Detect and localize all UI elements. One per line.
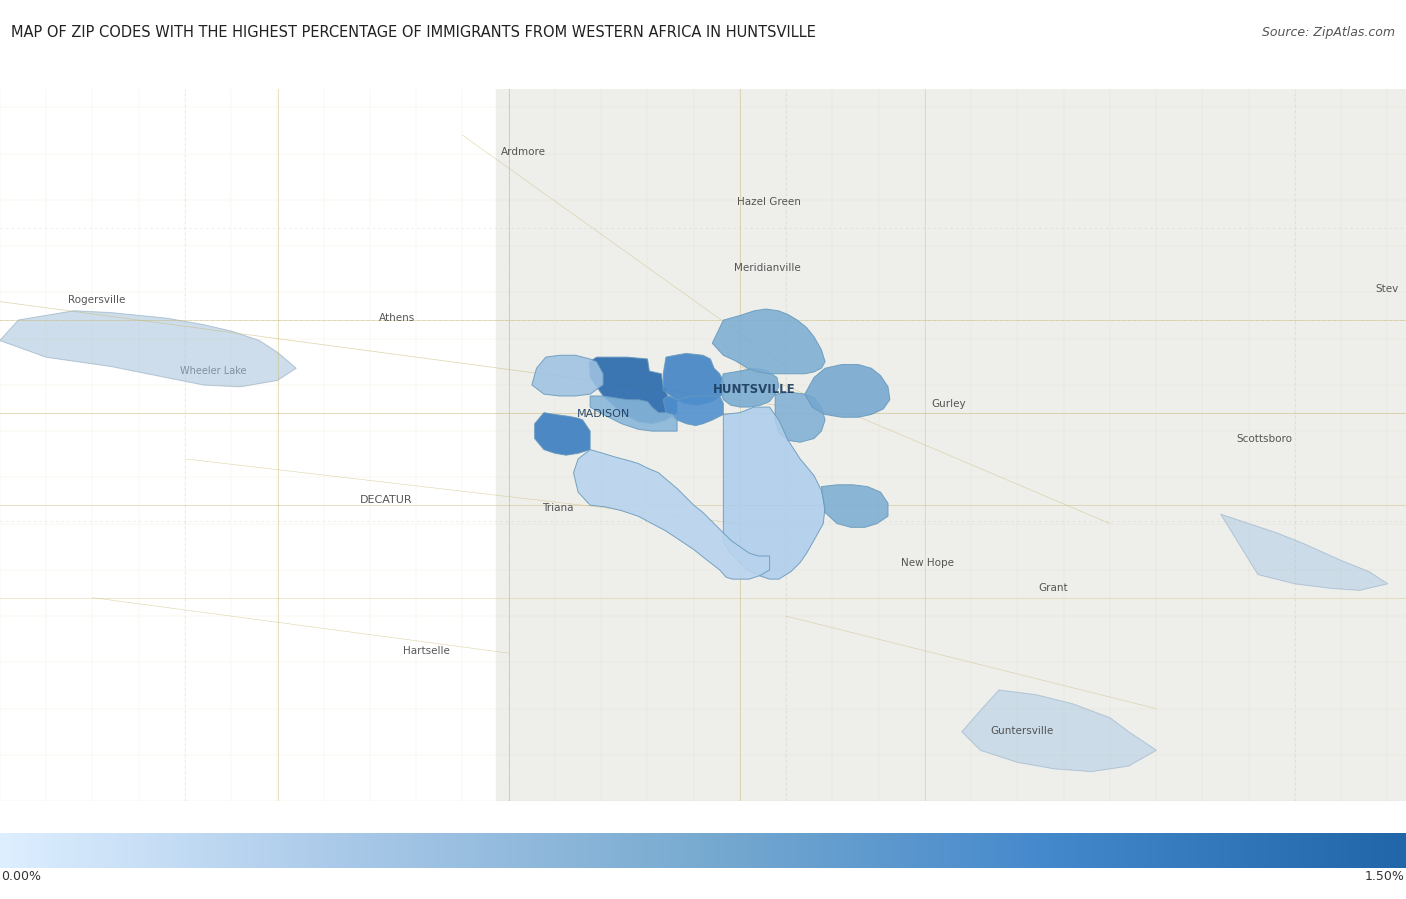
Text: Stev: Stev [1376, 284, 1399, 294]
Text: Rogersville: Rogersville [69, 295, 125, 305]
Text: Hazel Green: Hazel Green [737, 197, 800, 207]
Polygon shape [720, 369, 779, 407]
Polygon shape [534, 413, 591, 455]
Text: Meridianville: Meridianville [734, 263, 801, 273]
Text: Guntersville: Guntersville [990, 725, 1053, 735]
Text: Triana: Triana [543, 503, 574, 513]
Polygon shape [531, 355, 603, 396]
Text: New Hope: New Hope [901, 558, 955, 568]
Polygon shape [713, 309, 825, 374]
Polygon shape [0, 311, 297, 387]
Polygon shape [962, 690, 1156, 771]
Text: MADISON: MADISON [576, 408, 630, 419]
Polygon shape [723, 407, 825, 579]
Text: Scottsboro: Scottsboro [1236, 433, 1292, 443]
Text: Grant: Grant [1039, 583, 1069, 593]
Text: DECATUR: DECATUR [360, 494, 412, 504]
Text: Wheeler Lake: Wheeler Lake [180, 366, 246, 376]
Text: MAP OF ZIP CODES WITH THE HIGHEST PERCENTAGE OF IMMIGRANTS FROM WESTERN AFRICA I: MAP OF ZIP CODES WITH THE HIGHEST PERCEN… [11, 24, 815, 40]
Text: 1.50%: 1.50% [1365, 870, 1405, 883]
Text: 0.00%: 0.00% [1, 870, 41, 883]
Polygon shape [574, 450, 769, 579]
Text: Ardmore: Ardmore [501, 147, 546, 156]
Text: Source: ZipAtlas.com: Source: ZipAtlas.com [1261, 26, 1395, 39]
Text: Hartselle: Hartselle [404, 646, 450, 656]
Polygon shape [591, 396, 678, 432]
Polygon shape [664, 396, 723, 425]
Polygon shape [775, 392, 825, 442]
Text: Athens: Athens [378, 313, 415, 324]
Polygon shape [804, 364, 890, 417]
Polygon shape [821, 485, 889, 528]
Polygon shape [1220, 514, 1388, 591]
FancyBboxPatch shape [496, 0, 1406, 899]
Polygon shape [589, 357, 678, 423]
Text: Gurley: Gurley [932, 399, 966, 409]
Polygon shape [664, 353, 723, 405]
Text: HUNTSVILLE: HUNTSVILLE [713, 383, 796, 396]
